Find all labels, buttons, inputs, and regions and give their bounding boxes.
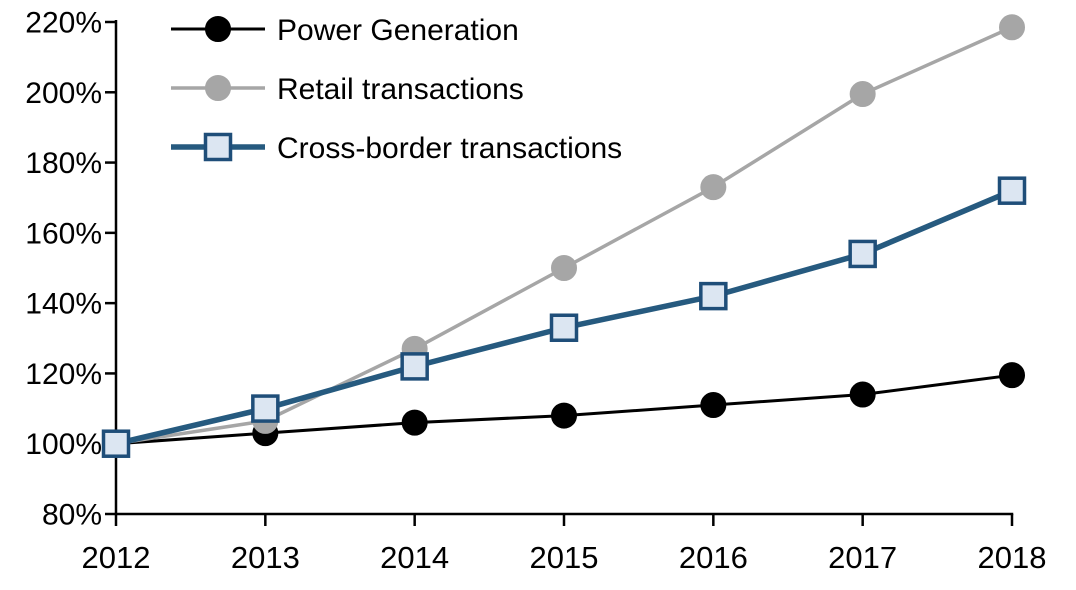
data-point-retail-transactions <box>999 14 1025 41</box>
x-axis-tick-label: 2013 <box>231 540 300 575</box>
legend-label-retail-transactions: Retail transactions <box>277 73 524 106</box>
y-axis-tick-label: 180% <box>25 147 102 180</box>
legend-item-power-generation: Power Generation <box>171 14 519 47</box>
x-axis-tick-label: 2017 <box>828 540 897 575</box>
legend-label-power-generation: Power Generation <box>277 14 519 47</box>
data-point-power-generation <box>205 16 231 42</box>
data-point-power-generation <box>401 409 428 436</box>
y-axis-tick-label: 200% <box>25 77 102 110</box>
y-axis-tick-label: 120% <box>25 358 102 391</box>
legend: Power Generation Retail transactions Cross… <box>171 14 622 165</box>
x-axis-tick-label: 2016 <box>679 540 748 575</box>
x-axis-tick-label: 2018 <box>978 540 1047 575</box>
legend-item-retail-transactions: Retail transactions <box>171 73 524 106</box>
data-point-retail-transactions <box>205 75 231 101</box>
data-point-retail-transactions <box>700 174 727 201</box>
data-point-cross-border-transactions <box>699 281 728 311</box>
y-axis-tick-label: 100% <box>25 428 102 461</box>
y-axis-tick-label: 140% <box>25 288 102 321</box>
data-point-cross-border-transactions <box>997 176 1027 205</box>
data-point-cross-border-transactions <box>101 429 131 458</box>
axes: 80% 100% 120% 140% 160% 180% 200% 220% 2012 2013 2… <box>25 7 1046 576</box>
data-point-cross-border-transactions <box>848 239 877 269</box>
data-point-power-generation <box>999 362 1025 389</box>
y-axis-tick-label: 220% <box>25 7 102 40</box>
y-axis-tick-label: 80% <box>42 499 102 532</box>
x-axis-tick-label: 2012 <box>82 540 151 575</box>
data-point-power-generation <box>700 392 727 419</box>
series-power-generation <box>103 362 1025 457</box>
data-point-cross-border-transactions <box>549 313 579 342</box>
data-point-cross-border-transactions <box>203 132 233 162</box>
x-axis-tick-label: 2015 <box>530 540 599 575</box>
legend-label-cross-border-transactions: Cross-border transactions <box>277 132 622 165</box>
x-axis-tick-label: 2014 <box>380 540 449 575</box>
data-point-power-generation <box>849 381 876 408</box>
legend-item-cross-border-transactions: Cross-border transactions <box>171 132 622 165</box>
data-point-retail-transactions <box>849 81 876 108</box>
data-point-power-generation <box>551 402 577 429</box>
series-cross-border-transactions <box>101 176 1027 458</box>
data-point-retail-transactions <box>551 255 577 281</box>
y-axis-tick-label: 160% <box>25 217 102 250</box>
data-point-cross-border-transactions <box>251 394 280 423</box>
data-point-cross-border-transactions <box>400 352 429 381</box>
